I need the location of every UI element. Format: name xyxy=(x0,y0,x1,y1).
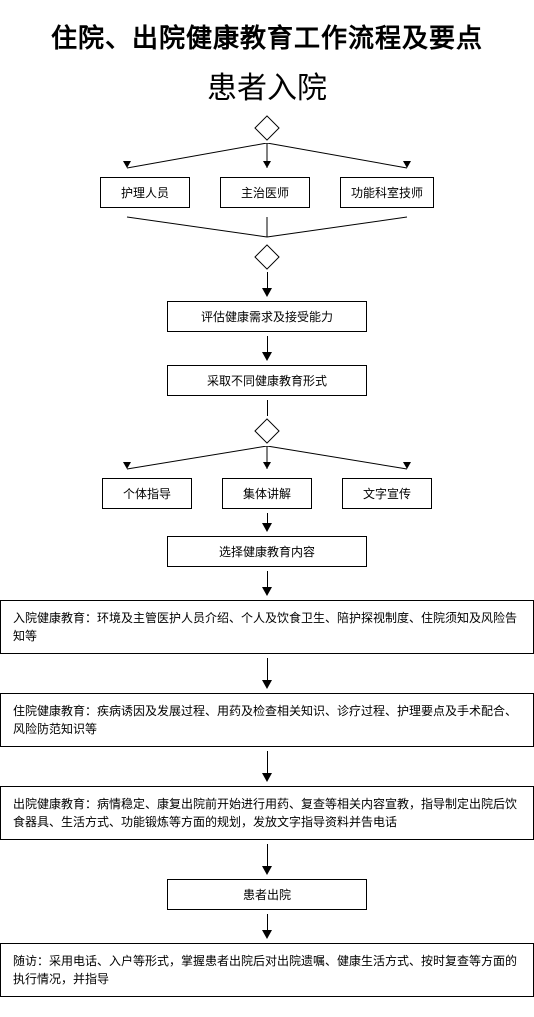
row-discharge-edu: 出院健康教育：病情稳定、康复出院前开始进行用药、复查等相关内容宣教，指导制定出院… xyxy=(0,786,534,840)
node-select: 选择健康教育内容 xyxy=(167,536,367,567)
vline xyxy=(267,658,268,680)
row-assess: 评估健康需求及接受能力 xyxy=(0,301,534,332)
node-admission-edu: 入院健康教育：环境及主管医护人员介绍、个人及饮食卫生、陪护探视制度、住院须知及风… xyxy=(0,600,534,654)
row-roles: 护理人员 主治医师 功能科室技师 xyxy=(0,177,534,208)
arrow-down xyxy=(262,773,272,782)
node-followup: 随访：采用电话、入户等形式，掌握患者出院后对出院遗嘱、健康生活方式、按时复查等方… xyxy=(0,943,534,997)
node-discharge-edu: 出院健康教育：病情稳定、康复出院前开始进行用药、复查等相关内容宣教，指导制定出院… xyxy=(0,786,534,840)
arrow-down xyxy=(262,288,272,297)
decision-diamond-1 xyxy=(254,115,279,140)
arrow-down xyxy=(262,523,272,532)
node-hospital-edu: 住院健康教育：疾病诱因及发展过程、用药及检查相关知识、诊疗过程、护理要点及手术配… xyxy=(0,693,534,747)
connector-fanin-roles xyxy=(67,212,467,242)
node-assess: 评估健康需求及接受能力 xyxy=(167,301,367,332)
vline xyxy=(267,751,268,773)
row-discharge: 患者出院 xyxy=(0,879,534,910)
arrow-down xyxy=(262,680,272,689)
vline xyxy=(267,400,268,416)
role-technician: 功能科室技师 xyxy=(340,177,434,208)
connector-fanout-forms xyxy=(67,446,467,474)
vline xyxy=(267,571,268,587)
page-title: 住院、出院健康教育工作流程及要点 xyxy=(0,0,534,59)
form-text: 文字宣传 xyxy=(342,478,432,509)
vline xyxy=(267,513,268,523)
vline xyxy=(267,272,268,288)
arrow-down xyxy=(262,587,272,596)
row-followup: 随访：采用电话、入户等形式，掌握患者出院后对出院遗嘱、健康生活方式、按时复查等方… xyxy=(0,943,534,997)
vline xyxy=(267,914,268,930)
vline xyxy=(267,336,268,352)
row-adopt: 采取不同健康教育形式 xyxy=(0,365,534,396)
connector-fanout-roles xyxy=(67,143,467,173)
arrow-down xyxy=(262,866,272,875)
form-group: 集体讲解 xyxy=(222,478,312,509)
subtitle-patient-admission: 患者入院 xyxy=(0,59,534,113)
row-select: 选择健康教育内容 xyxy=(0,536,534,567)
node-discharge: 患者出院 xyxy=(167,879,367,910)
row-admission-edu: 入院健康教育：环境及主管医护人员介绍、个人及饮食卫生、陪护探视制度、住院须知及风… xyxy=(0,600,534,654)
vline xyxy=(267,844,268,866)
row-hospital-edu: 住院健康教育：疾病诱因及发展过程、用药及检查相关知识、诊疗过程、护理要点及手术配… xyxy=(0,693,534,747)
arrow-down xyxy=(262,930,272,939)
row-forms: 个体指导 集体讲解 文字宣传 xyxy=(0,478,534,509)
decision-diamond-2 xyxy=(254,244,279,269)
role-physician: 主治医师 xyxy=(220,177,310,208)
node-adopt: 采取不同健康教育形式 xyxy=(167,365,367,396)
arrow-down xyxy=(262,352,272,361)
form-individual: 个体指导 xyxy=(102,478,192,509)
role-nurse: 护理人员 xyxy=(100,177,190,208)
decision-diamond-3 xyxy=(254,418,279,443)
